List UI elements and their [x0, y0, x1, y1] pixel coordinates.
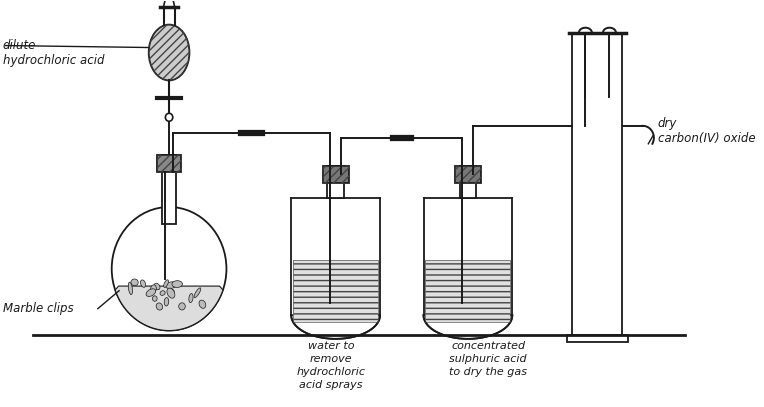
Ellipse shape — [164, 298, 169, 306]
Ellipse shape — [153, 296, 157, 301]
Text: Marble clips: Marble clips — [2, 302, 73, 315]
Ellipse shape — [156, 303, 163, 310]
Bar — [322, 166, 348, 183]
Bar — [293, 260, 378, 322]
Ellipse shape — [167, 288, 175, 298]
Text: dry
carbon(IV) oxide: dry carbon(IV) oxide — [658, 117, 755, 145]
Ellipse shape — [165, 282, 176, 289]
Bar — [455, 166, 481, 183]
Bar — [157, 155, 181, 172]
Ellipse shape — [149, 24, 189, 81]
Ellipse shape — [189, 293, 193, 303]
Bar — [162, 155, 176, 224]
Polygon shape — [423, 315, 513, 339]
Bar — [455, 166, 481, 183]
Ellipse shape — [199, 300, 206, 309]
Polygon shape — [291, 197, 380, 315]
Circle shape — [112, 207, 226, 330]
Bar — [157, 155, 181, 172]
Ellipse shape — [154, 283, 160, 290]
Ellipse shape — [160, 291, 165, 295]
Ellipse shape — [170, 289, 174, 294]
Bar — [426, 260, 510, 322]
Text: water to
remove
hydrochloric
acid sprays: water to remove hydrochloric acid sprays — [296, 341, 365, 390]
Polygon shape — [423, 197, 513, 315]
Bar — [572, 33, 623, 335]
Ellipse shape — [170, 293, 173, 297]
Ellipse shape — [194, 288, 201, 298]
Polygon shape — [291, 315, 380, 339]
Bar — [426, 260, 510, 322]
Bar — [460, 166, 476, 197]
Circle shape — [165, 113, 173, 121]
Ellipse shape — [163, 280, 168, 287]
Text: concentrated
sulphuric acid
to dry the gas: concentrated sulphuric acid to dry the g… — [449, 341, 527, 377]
Bar — [327, 166, 344, 197]
Ellipse shape — [172, 281, 183, 287]
Text: dilute
hydrochloric acid: dilute hydrochloric acid — [2, 39, 104, 66]
Bar — [322, 166, 348, 183]
Ellipse shape — [179, 303, 186, 310]
Ellipse shape — [146, 289, 156, 296]
Bar — [567, 335, 628, 341]
Bar — [293, 260, 378, 322]
Polygon shape — [115, 286, 223, 330]
Ellipse shape — [131, 279, 138, 286]
Ellipse shape — [128, 282, 132, 295]
Ellipse shape — [151, 285, 157, 293]
Ellipse shape — [141, 280, 146, 287]
